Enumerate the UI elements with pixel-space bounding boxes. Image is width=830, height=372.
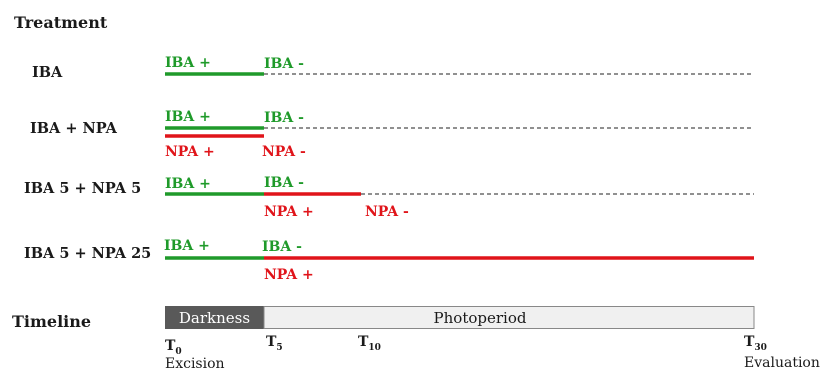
svg-text:T30: T30 <box>744 334 767 353</box>
row-iba5-npa25: IBA 5 + NPA 25 IBA + IBA - NPA + <box>24 238 754 283</box>
darkness-label: Darkness <box>179 309 250 327</box>
npa-plus-label: NPA + <box>264 204 314 220</box>
npa-minus-label: NPA - <box>365 204 409 220</box>
tick-subscript: 30 <box>754 343 767 353</box>
tick-t30: T30 Evaluation <box>744 334 820 371</box>
tick-t0: T0 Excision <box>165 338 225 372</box>
photoperiod-label: Photoperiod <box>434 309 527 327</box>
iba-minus-label: IBA - <box>264 56 304 72</box>
row-label: IBA <box>32 64 63 81</box>
row-label: IBA + NPA <box>30 120 118 137</box>
svg-text:T5: T5 <box>266 334 283 353</box>
iba-plus-label: IBA + <box>165 176 211 192</box>
npa-plus-label: NPA + <box>165 144 215 160</box>
timeline-heading: Timeline <box>12 312 91 331</box>
iba-plus-label: IBA + <box>165 55 211 71</box>
svg-text:T10: T10 <box>358 334 381 353</box>
treatment-heading: Treatment <box>14 13 108 32</box>
photoperiod-bar <box>263 306 755 329</box>
tick-subscript: 10 <box>368 343 381 353</box>
row-iba-npa: IBA + NPA IBA + IBA - NPA + NPA - <box>30 109 754 160</box>
row-label: IBA 5 + NPA 25 <box>24 245 151 262</box>
tick-letter: T <box>266 334 277 350</box>
npa-plus-label: NPA + <box>264 267 314 283</box>
iba-minus-label: IBA - <box>264 110 304 126</box>
row-iba5-npa5: IBA 5 + NPA 5 IBA + IBA - NPA + NPA - <box>24 175 754 220</box>
tick-letter: T <box>358 334 369 350</box>
tick-t5: T5 <box>266 334 283 353</box>
timeline: Timeline Darkness Photoperiod T0 Excisio… <box>12 306 820 372</box>
evaluation-label: Evaluation <box>744 355 820 371</box>
tick-subscript: 5 <box>276 343 282 353</box>
excision-label: Excision <box>165 356 225 372</box>
iba-plus-label: IBA + <box>164 238 210 254</box>
tick-letter: T <box>165 338 176 354</box>
iba-minus-label: IBA - <box>262 239 302 255</box>
row-label: IBA 5 + NPA 5 <box>24 180 141 197</box>
svg-text:T0: T0 <box>165 338 182 357</box>
tick-letter: T <box>744 334 755 350</box>
iba-plus-label: IBA + <box>165 109 211 125</box>
npa-minus-label: NPA - <box>262 144 306 160</box>
tick-subscript: 0 <box>175 347 181 357</box>
tick-t10: T10 <box>358 334 381 353</box>
iba-minus-label: IBA - <box>264 175 304 191</box>
row-iba: IBA IBA + IBA - <box>32 55 754 81</box>
darkness-period-bar <box>165 306 264 329</box>
